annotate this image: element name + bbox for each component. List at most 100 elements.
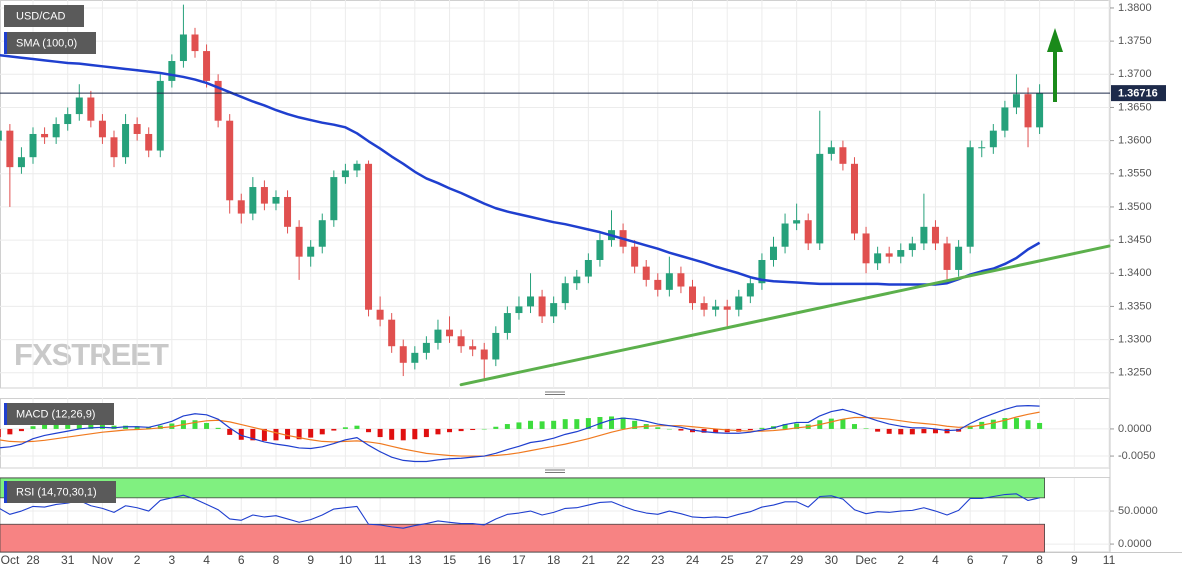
candle-body (353, 163, 361, 171)
rsi-tag-stripe (4, 481, 7, 503)
candle-body (133, 124, 141, 134)
x-tick-label: 9 (1071, 553, 1078, 567)
macd-histogram-bar (215, 427, 221, 429)
candle-body (642, 266, 650, 280)
y-tick-label: 1.3500 (1118, 201, 1152, 213)
candle-body (804, 220, 812, 244)
x-tick-label: 15 (443, 553, 457, 567)
candle-body (631, 246, 639, 267)
candle-body (503, 313, 511, 333)
macd-histogram-bar (99, 424, 105, 429)
macd-histogram-bar (76, 422, 82, 429)
candle-body (1036, 93, 1044, 128)
candle-body (862, 233, 870, 264)
marks (0, 4, 1111, 529)
x-tick-label: 22 (616, 553, 630, 567)
y-tick-label: 1.3350 (1118, 300, 1152, 312)
candle-body (515, 306, 523, 314)
sma-label: SMA (100,0) (16, 37, 77, 49)
candle-body (446, 329, 454, 337)
x-tick-label: 21 (582, 553, 596, 567)
candle-body (735, 296, 743, 310)
candle-body (469, 346, 477, 350)
x-tick-label: 2 (897, 553, 904, 567)
trend-line (459, 244, 1111, 387)
candle-body (978, 147, 986, 149)
macd-histogram-bar (528, 420, 534, 429)
candle-body (816, 153, 824, 244)
x-tick-label: 7 (1002, 553, 1009, 567)
y-tick-label: 1.3650 (1118, 101, 1152, 113)
macd-histogram-bar (609, 416, 615, 429)
macd-histogram-bar (354, 425, 360, 429)
candle-body (689, 286, 696, 304)
macd-histogram-bar (875, 428, 881, 432)
candle-body (1024, 94, 1032, 128)
x-tick-label: 6 (967, 553, 974, 567)
x-tick-label: 8 (1036, 553, 1043, 567)
macd-histogram-bar (261, 428, 267, 441)
candle-body (214, 80, 222, 121)
macd-histogram-bar (1025, 420, 1031, 429)
x-tick-label: 13 (408, 553, 422, 567)
candle-body (249, 187, 257, 214)
candle-body (365, 163, 373, 310)
x-tick-label: 28 (26, 553, 40, 567)
candle-body (388, 319, 396, 347)
candle-body (700, 303, 708, 310)
candle-body (318, 220, 326, 247)
macd-histogram-bar (470, 428, 476, 431)
macd-histogram-bar (747, 428, 753, 431)
x-tick-label: 4 (932, 553, 939, 567)
candle-body (156, 80, 164, 151)
candle-body (550, 303, 558, 317)
macd-histogram-bar (331, 428, 337, 431)
candle-body (920, 226, 928, 244)
macd-histogram-bar (447, 428, 453, 433)
candle-body (29, 133, 37, 158)
candle-body (191, 34, 199, 52)
candle-body (538, 296, 546, 317)
candle-body (41, 133, 49, 138)
macd-histogram-bar (204, 422, 210, 429)
rsi-tag (4, 481, 116, 503)
candle-body (272, 196, 280, 204)
x-tick-label: 24 (686, 553, 700, 567)
macd-histogram-bar (308, 428, 314, 438)
macd-histogram-bar (1037, 422, 1043, 429)
macd-histogram-bar (759, 427, 765, 429)
x-tick-label: Oct (1, 553, 20, 567)
x-tick-label: 31 (61, 553, 75, 567)
macd-histogram-bar (146, 427, 152, 429)
macd-panel (0, 398, 1111, 469)
overbought-band (0, 477, 1045, 499)
macd-histogram-bar (296, 428, 302, 440)
macd-histogram-bar (898, 428, 904, 435)
candle-body (561, 283, 569, 304)
x-tick-label: 29 (790, 553, 804, 567)
macd-histogram-bar (18, 428, 24, 432)
last-price-tag (1111, 85, 1166, 102)
macd-histogram-bar (932, 428, 938, 434)
candle-body (295, 226, 303, 257)
macd-tag (4, 403, 114, 425)
macd-histogram-bar (666, 428, 672, 430)
candle-body (943, 243, 951, 270)
x-tick-label: 18 (547, 553, 561, 567)
candle-body (596, 240, 604, 260)
candle-body (457, 336, 465, 347)
macd-histogram-bar (366, 428, 372, 433)
macd-histogram-bar (782, 424, 788, 429)
candle-body (850, 163, 858, 234)
candle-body (584, 259, 592, 277)
candle-body (422, 342, 430, 353)
macd-histogram-bar (493, 426, 499, 429)
macd-histogram-bar (227, 428, 233, 435)
candle-body (758, 259, 766, 284)
trend-arrow (1047, 28, 1063, 102)
macd-histogram-bar (851, 424, 857, 429)
x-tick-label: Dec (855, 553, 876, 567)
candle-body (110, 137, 118, 158)
watermark: FXSTREET (14, 337, 169, 372)
macd-histogram-bar (794, 423, 800, 429)
